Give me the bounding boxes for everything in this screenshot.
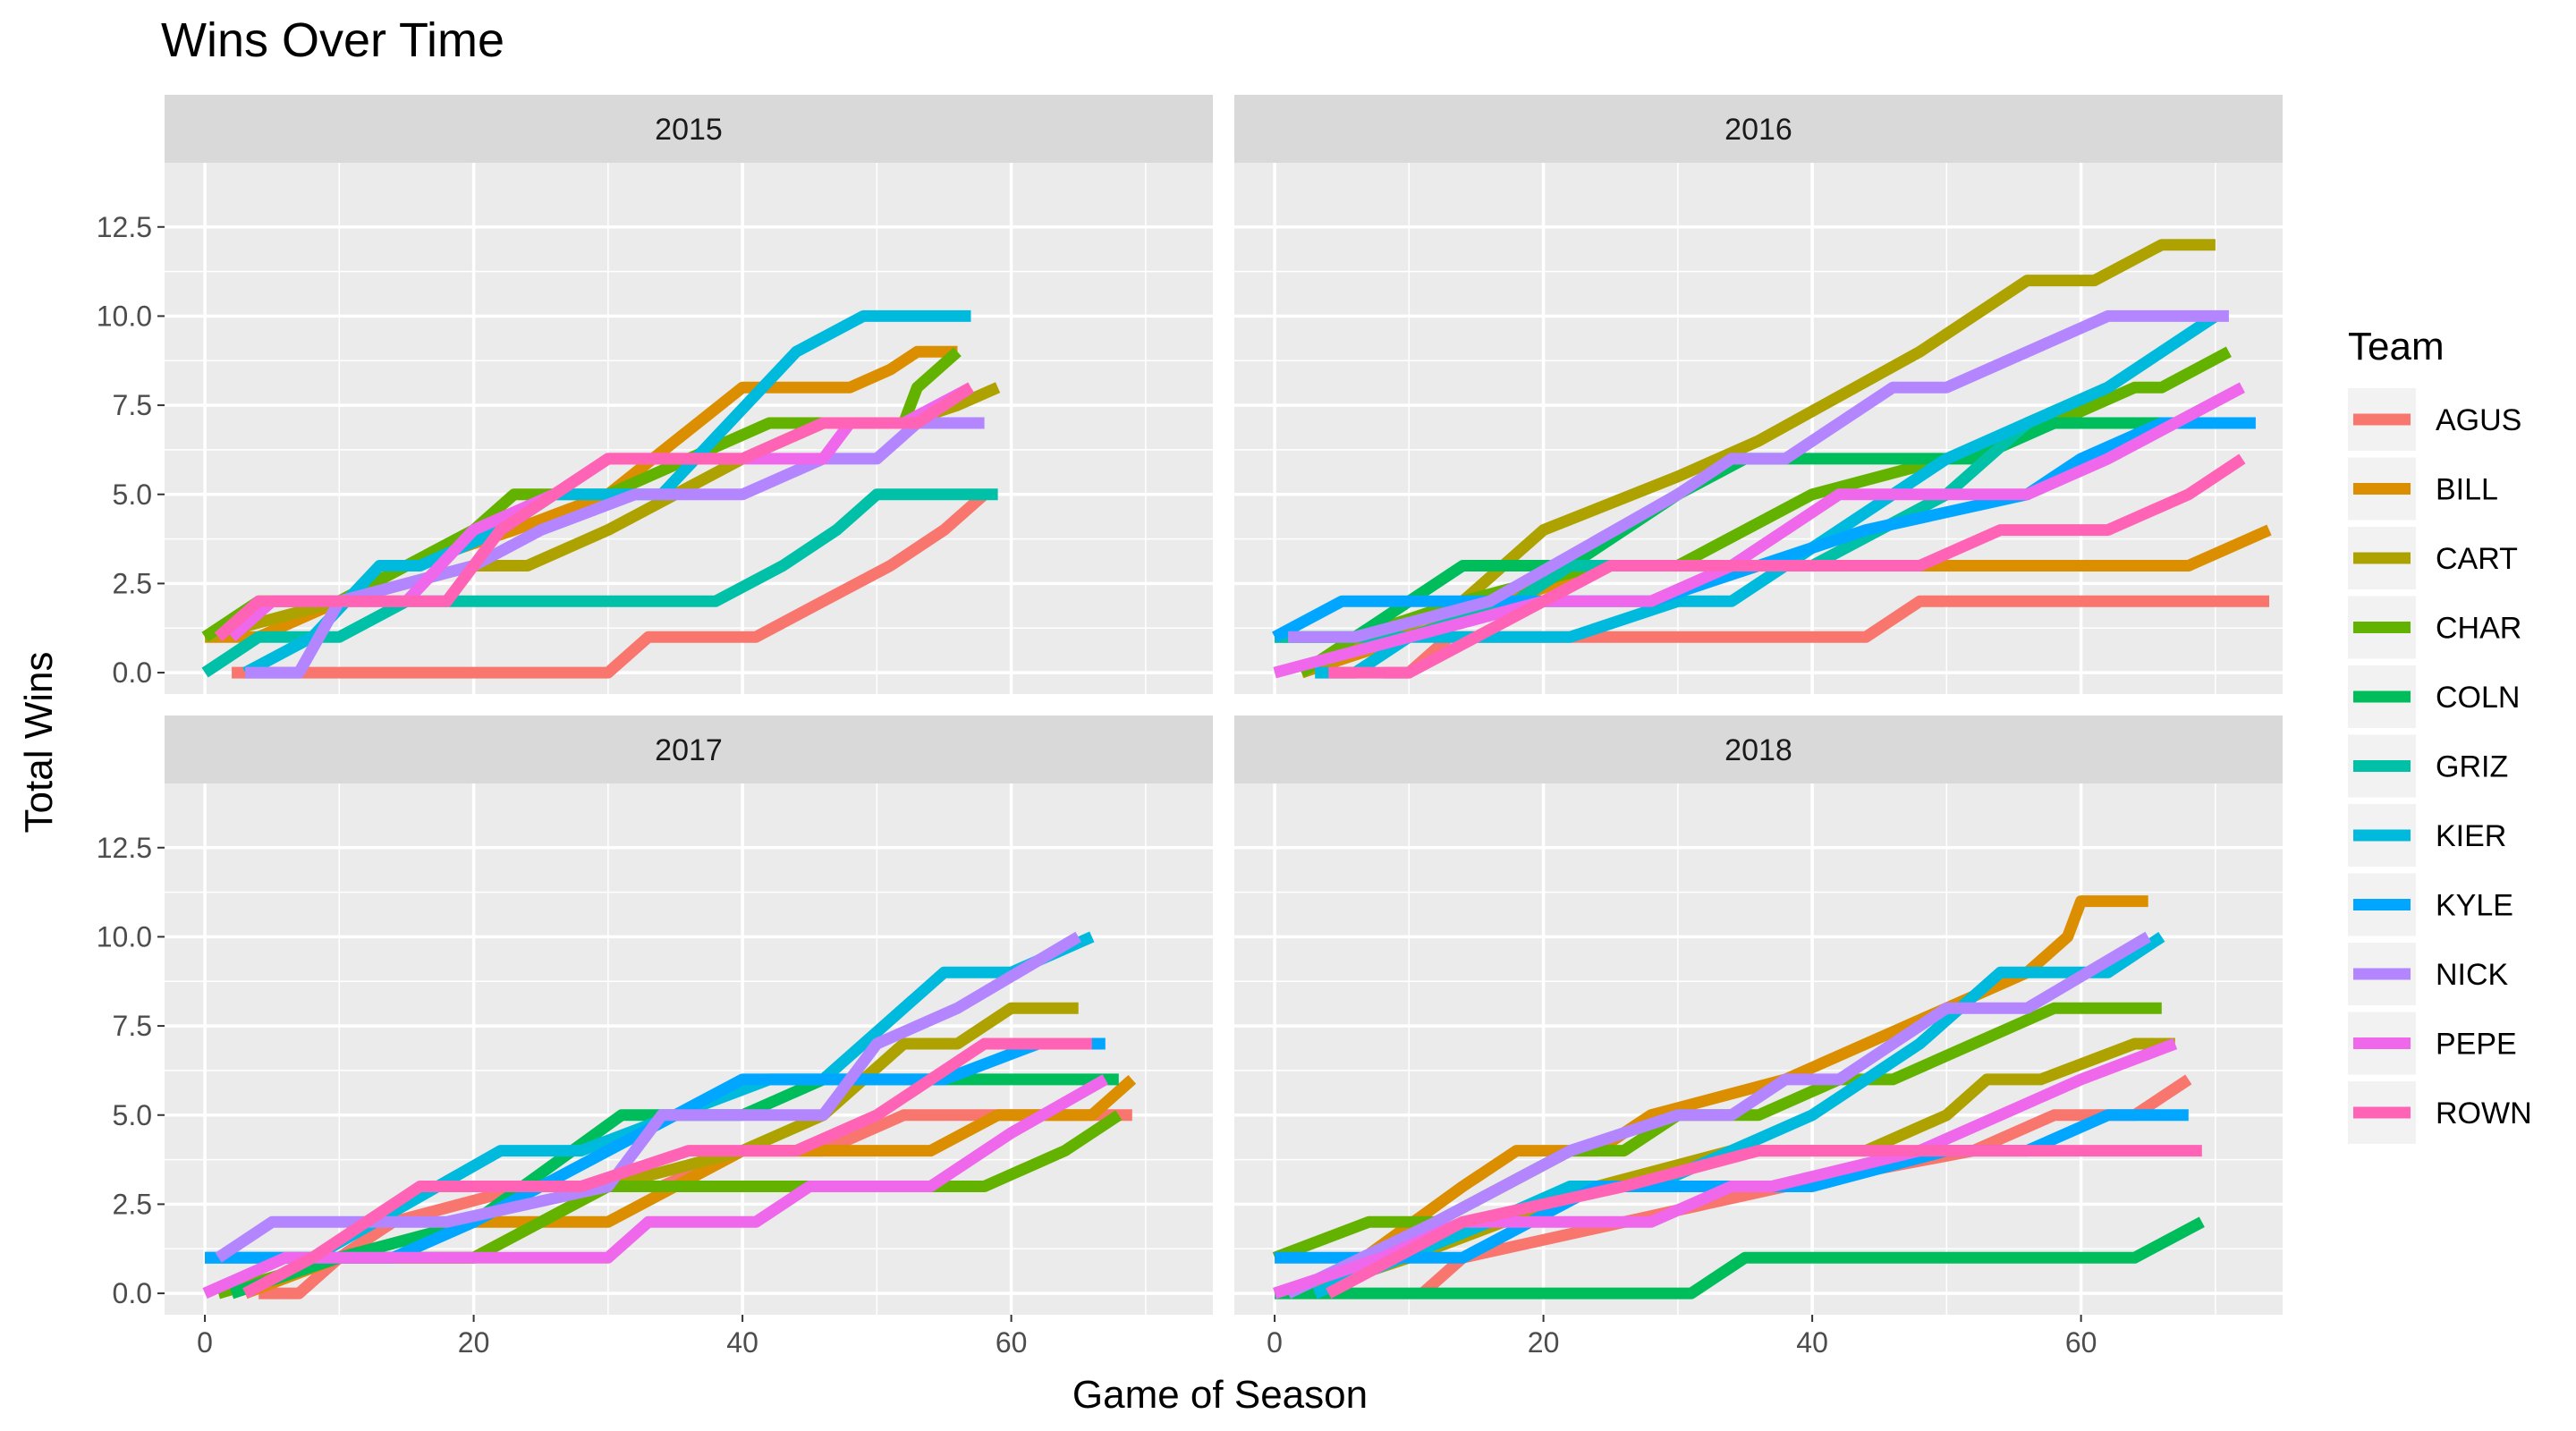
y-tick-label: 0.0	[113, 1277, 152, 1309]
legend-label: COLN	[2436, 681, 2520, 715]
y-tick-label: 7.5	[113, 1010, 152, 1042]
y-tick-label: 10.0	[97, 920, 152, 953]
series-line-griz	[201, 488, 998, 678]
legend-item-nick: NICK	[2348, 943, 2509, 1005]
facet-panels: 2015 0.0 2.5 5.0 7.5 10.0 12.5 2016 2017 0.0 2.5 5.…	[97, 95, 2283, 1359]
facet-strip-label: 2018	[1724, 733, 1792, 767]
x-tick-label: 40	[1796, 1326, 1828, 1359]
legend-label: BILL	[2436, 473, 2498, 507]
series-line-pepe	[202, 1074, 1109, 1300]
series-line-coln	[1275, 1216, 2205, 1300]
x-tick-label: 60	[996, 1326, 1028, 1359]
legend-item-kyle: KYLE	[2348, 873, 2513, 936]
legend-item-pepe: PEPE	[2348, 1012, 2517, 1075]
legend-label: KYLE	[2436, 889, 2513, 923]
series-line-agus	[232, 489, 988, 679]
legend-item-bill: BILL	[2348, 457, 2498, 521]
legend-title: Team	[2348, 325, 2445, 368]
legend-label: NICK	[2436, 958, 2509, 992]
facet-panel-2017: 2017 0.0 2.5 5.0 7.5 10.0 12.5 0 20 40 60	[97, 716, 1213, 1359]
chart-title: Wins Over Time	[161, 13, 504, 67]
legend-label: KIER	[2436, 819, 2506, 853]
series-line-rown	[1328, 453, 2246, 679]
x-tick-label: 20	[458, 1326, 490, 1359]
facet-strip	[165, 716, 1213, 783]
facet-strip-label: 2015	[655, 113, 723, 147]
y-tick-label: 2.5	[113, 567, 152, 599]
series-line-rown	[1326, 1145, 2202, 1299]
legend-label: CART	[2436, 542, 2518, 576]
x-tick-label: 20	[1528, 1326, 1560, 1359]
series-lines	[201, 309, 1001, 679]
facet-strip	[165, 95, 1213, 163]
y-tick-label: 2.5	[113, 1188, 152, 1220]
legend-label: GRIZ	[2436, 750, 2508, 784]
legend-items: AGUS BILL CART CHAR COLN GRIZ KIER KYLE NICK PEPE…	[2348, 388, 2532, 1144]
facet-panel-2016: 2016	[1234, 95, 2283, 694]
legend-item-char: CHAR	[2348, 596, 2521, 659]
y-tick-label: 10.0	[97, 300, 152, 332]
x-tick-label: 40	[726, 1326, 758, 1359]
legend-label: PEPE	[2436, 1028, 2517, 1062]
facet-strip-label: 2017	[655, 733, 723, 767]
x-tick-label: 0	[197, 1326, 213, 1359]
y-tick-label: 7.5	[113, 389, 152, 421]
legend-label: CHAR	[2436, 612, 2521, 646]
series-line-kier	[1315, 310, 2219, 679]
y-tick-label: 0.0	[113, 656, 152, 689]
y-tick-label: 12.5	[97, 211, 152, 243]
legend-item-agus: AGUS	[2348, 388, 2521, 451]
series-lines	[1272, 239, 2272, 679]
series-line-kyle	[1275, 1109, 2189, 1264]
legend-item-coln: COLN	[2348, 665, 2520, 728]
series-lines	[1272, 895, 2205, 1300]
series-lines	[202, 931, 1137, 1300]
x-axis-title: Game of Season	[1072, 1373, 1368, 1417]
legend-item-cart: CART	[2348, 527, 2518, 589]
series-line-rown	[214, 382, 975, 642]
facet-strip	[1234, 716, 2283, 783]
series-line-nick	[1285, 931, 2152, 1299]
facet-panel-2018: 2018 0 20 40 60	[1234, 716, 2283, 1359]
series-line-rown	[242, 1037, 1092, 1299]
y-axis-title: Total Wins	[17, 652, 61, 834]
series-line-kyle	[1272, 417, 2256, 642]
series-line-nick	[245, 417, 985, 679]
x-tick-label: 60	[2065, 1326, 2097, 1359]
legend: Team AGUS BILL CART CHAR COLN GRIZ KIER KYLE NIC…	[2348, 325, 2532, 1144]
legend-item-griz: GRIZ	[2348, 734, 2508, 798]
x-tick-label: 0	[1267, 1326, 1283, 1359]
y-tick-label: 12.5	[97, 832, 152, 864]
legend-item-kier: KIER	[2348, 804, 2506, 867]
y-tick-label: 5.0	[113, 478, 152, 511]
legend-item-rown: ROWN	[2348, 1081, 2532, 1144]
facet-strip-label: 2016	[1724, 113, 1792, 147]
series-line-bill	[1311, 895, 2148, 1299]
series-line-nick	[1288, 309, 2229, 643]
legend-label: ROWN	[2436, 1097, 2532, 1130]
legend-label: AGUS	[2436, 403, 2521, 437]
facet-panel-2015: 2015 0.0 2.5 5.0 7.5 10.0 12.5	[97, 95, 1213, 694]
y-tick-label: 5.0	[113, 1099, 152, 1131]
facet-strip	[1234, 95, 2283, 163]
